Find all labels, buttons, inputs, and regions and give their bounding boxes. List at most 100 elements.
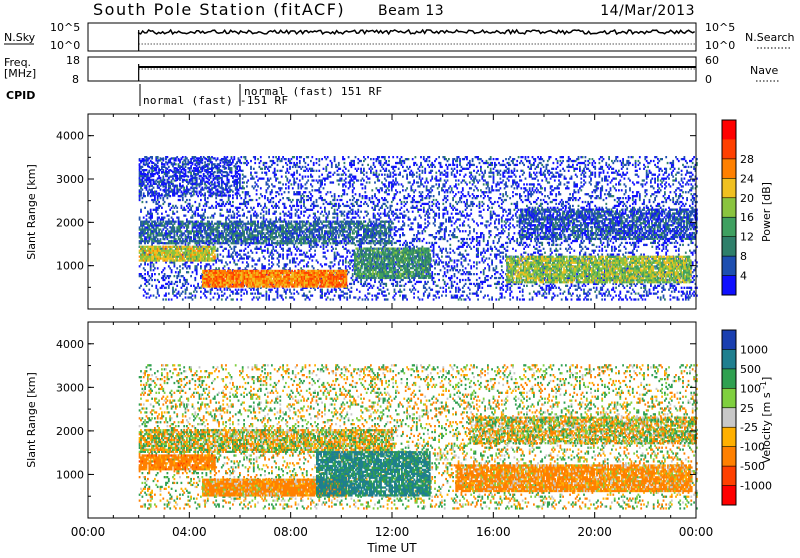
power-cell (374, 181, 376, 183)
power-cell (473, 220, 475, 222)
power-cell (486, 160, 488, 162)
power-cell (174, 263, 176, 265)
power-cell (260, 156, 262, 158)
power-cell (236, 217, 238, 219)
power-cell (442, 275, 444, 277)
power-cell (328, 211, 330, 213)
power-cell (342, 203, 344, 205)
power-cell (417, 291, 419, 293)
power-cell (261, 172, 263, 174)
power-cell (279, 256, 281, 258)
power-cell (339, 289, 341, 291)
power-cell (493, 211, 495, 213)
power-cell (458, 183, 460, 185)
power-cell (252, 257, 254, 259)
power-cell (420, 281, 422, 283)
power-cell (185, 296, 187, 298)
power-cell (295, 254, 297, 256)
power-cell (272, 246, 274, 248)
power-cell (239, 254, 241, 256)
power-cell (434, 220, 436, 222)
power-cell (477, 295, 479, 297)
power-cell (253, 207, 255, 209)
power-cell (488, 298, 490, 300)
power-cell (479, 277, 481, 279)
power-cell (348, 250, 350, 252)
power-cell (150, 295, 152, 297)
power-cell (264, 265, 266, 267)
power-cell (413, 279, 415, 281)
power-cell (204, 217, 206, 219)
power-cell (268, 185, 270, 187)
power-cell (403, 217, 405, 219)
power-cell (257, 185, 259, 187)
power-cell (461, 201, 463, 203)
power-cell (459, 218, 461, 220)
power-cell (307, 265, 309, 267)
power-cell (480, 195, 482, 197)
power-cell (433, 244, 435, 246)
power-cell (207, 291, 209, 293)
power-cell (257, 205, 259, 207)
power-cell (367, 213, 369, 215)
power-cell (384, 183, 386, 185)
power-cell (243, 257, 245, 259)
power-cell (351, 226, 353, 228)
power-cell (303, 215, 305, 217)
power-cell (465, 209, 467, 211)
power-cell (369, 287, 371, 289)
power-cell (330, 176, 332, 178)
power-cell (281, 158, 283, 160)
power-cell (420, 205, 422, 207)
power-cell (266, 207, 268, 209)
power-cell (204, 289, 206, 291)
power-cell (335, 164, 337, 166)
power-cell (469, 205, 471, 207)
power-cell (140, 263, 142, 265)
power-cell (264, 267, 266, 269)
power-cell (476, 267, 478, 269)
power-cell (447, 195, 449, 197)
power-cell (406, 178, 408, 180)
power-cell (419, 191, 421, 193)
nave-tick-top: 60 (705, 54, 719, 67)
power-cell (451, 174, 453, 176)
power-cell (388, 156, 390, 158)
power-cell (422, 170, 424, 172)
power-cell (465, 250, 467, 252)
power-cell (185, 291, 187, 293)
power-cell (296, 162, 298, 164)
power-cell (281, 193, 283, 195)
power-cell (275, 211, 277, 213)
power-cell (324, 199, 326, 201)
power-cell (433, 252, 435, 254)
power-cell (487, 240, 489, 242)
power-cell (480, 236, 482, 238)
power-cell (433, 211, 435, 213)
power-cell (261, 168, 263, 170)
power-cell (498, 240, 500, 242)
power-cell (490, 211, 492, 213)
power-cell (398, 183, 400, 185)
power-cell (392, 283, 394, 285)
power-cell (385, 170, 387, 172)
power-cell (483, 271, 485, 273)
power-cell (327, 164, 329, 166)
power-cell (422, 298, 424, 300)
power-cell (327, 191, 329, 193)
power-cell (448, 234, 450, 236)
power-cell (331, 195, 333, 197)
power-cell (274, 162, 276, 164)
power-cell (472, 218, 474, 220)
power-cell (385, 179, 387, 181)
power-cell (366, 172, 368, 174)
power-cell (168, 287, 170, 289)
power-cell (353, 160, 355, 162)
power-cell (288, 211, 290, 213)
power-cell (249, 211, 251, 213)
power-cell (292, 296, 294, 298)
power-cell (384, 203, 386, 205)
power-cell (401, 207, 403, 209)
power-cell (214, 213, 216, 215)
power-cell (435, 242, 437, 244)
